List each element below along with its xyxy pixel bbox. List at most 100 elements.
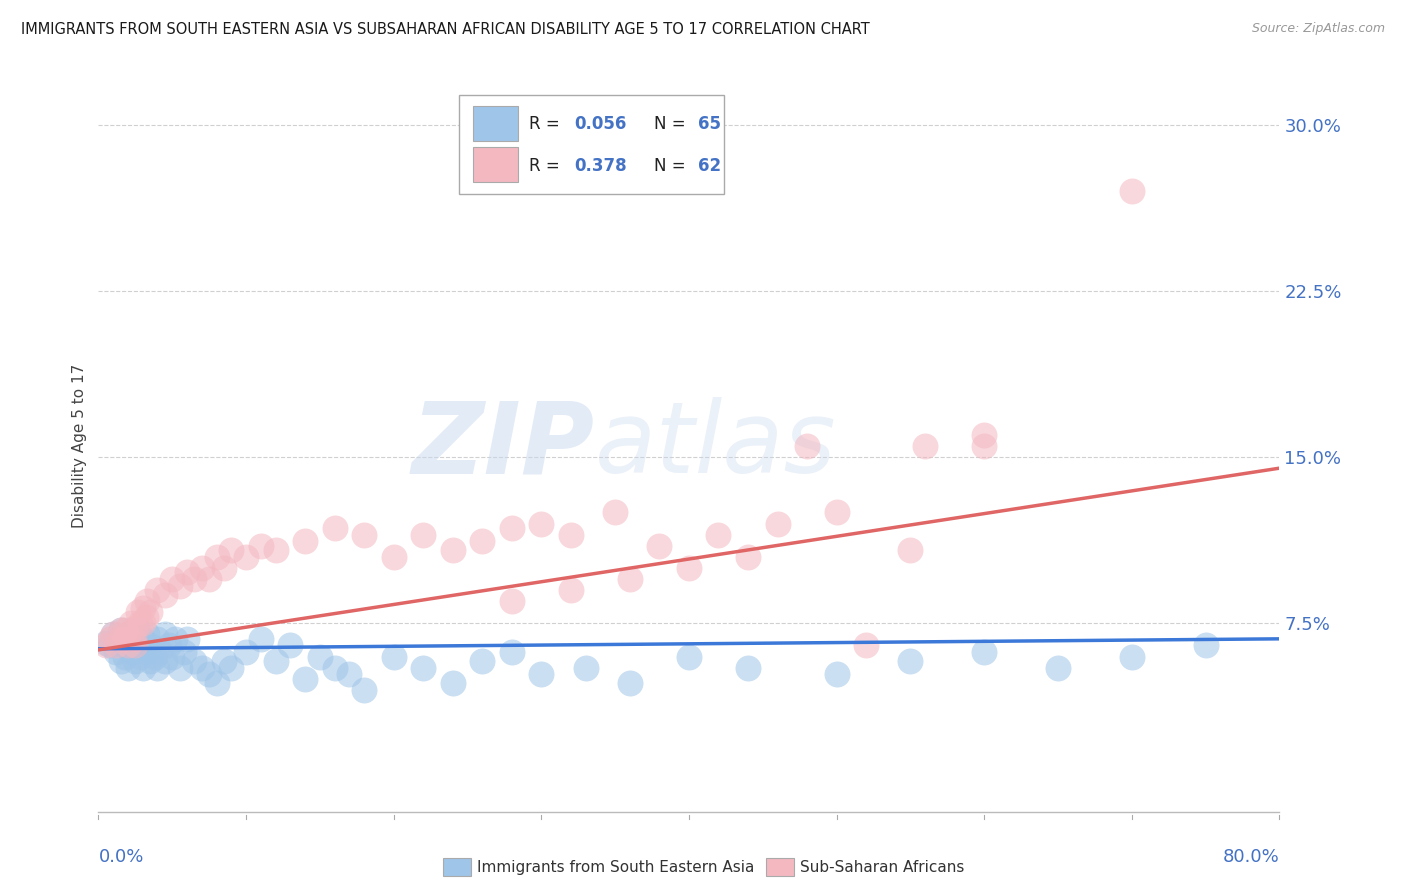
Point: [678, 649, 700, 664]
Point: [169, 660, 191, 674]
Point: [441, 543, 464, 558]
Point: [323, 660, 346, 674]
Point: [198, 572, 221, 586]
Point: [309, 649, 332, 664]
Text: N =: N =: [654, 157, 690, 175]
Point: [169, 579, 191, 593]
Bar: [472, 147, 517, 182]
Point: [153, 587, 176, 601]
Point: [122, 632, 145, 646]
Point: [619, 572, 641, 586]
Point: [235, 645, 257, 659]
Point: [117, 660, 139, 674]
Point: [605, 506, 627, 520]
Text: N =: N =: [654, 115, 690, 133]
Point: [98, 632, 121, 646]
Point: [737, 660, 759, 674]
Text: 0.378: 0.378: [575, 157, 627, 175]
Point: [973, 428, 995, 442]
Point: [114, 649, 136, 664]
Point: [973, 645, 995, 659]
Point: [1046, 660, 1070, 674]
Point: [264, 543, 287, 558]
Point: [132, 616, 155, 631]
Point: [110, 623, 132, 637]
Point: [173, 645, 195, 659]
Point: [127, 605, 149, 619]
Point: [530, 516, 553, 531]
Point: [412, 660, 434, 674]
Point: [132, 600, 155, 615]
Point: [280, 639, 302, 653]
Point: [103, 627, 125, 641]
Point: [94, 636, 117, 650]
Point: [139, 654, 162, 668]
Point: [501, 521, 523, 535]
Point: [235, 549, 257, 564]
Point: [250, 632, 273, 646]
Point: [900, 543, 922, 558]
Point: [183, 572, 205, 586]
Point: [973, 439, 995, 453]
Point: [914, 439, 936, 453]
Point: [678, 561, 700, 575]
Point: [575, 660, 598, 674]
Point: [412, 527, 434, 541]
Point: [501, 645, 523, 659]
Point: [382, 649, 405, 664]
Point: [124, 639, 146, 653]
Bar: [458, 95, 724, 194]
Text: 0.056: 0.056: [575, 115, 627, 133]
Point: [353, 682, 375, 697]
Text: 0.0%: 0.0%: [98, 848, 143, 866]
Text: Sub-Saharan Africans: Sub-Saharan Africans: [800, 860, 965, 874]
Point: [117, 632, 139, 646]
Point: [1121, 184, 1143, 198]
Point: [191, 660, 214, 674]
Point: [1121, 649, 1143, 664]
Point: [98, 639, 121, 653]
Point: [117, 627, 139, 641]
Point: [139, 639, 162, 653]
Point: [212, 561, 235, 575]
Point: [162, 649, 183, 664]
Point: [530, 667, 553, 681]
Point: [707, 527, 730, 541]
Point: [132, 660, 155, 674]
Point: [124, 621, 146, 635]
Point: [153, 627, 176, 641]
Point: [110, 623, 132, 637]
Text: R =: R =: [530, 157, 565, 175]
Point: [221, 660, 243, 674]
Point: [471, 534, 494, 549]
Point: [135, 609, 157, 624]
Point: [353, 527, 375, 541]
Point: [183, 654, 205, 668]
Point: [212, 654, 235, 668]
Point: [648, 539, 671, 553]
Point: [135, 645, 157, 659]
Point: [264, 654, 287, 668]
Point: [176, 566, 198, 580]
Point: [737, 549, 759, 564]
Point: [103, 627, 125, 641]
Point: [149, 645, 172, 659]
Bar: [472, 106, 517, 141]
Point: [855, 639, 877, 653]
Point: [128, 649, 150, 664]
Point: [205, 549, 228, 564]
Text: R =: R =: [530, 115, 565, 133]
Point: [766, 516, 789, 531]
Point: [162, 572, 183, 586]
Point: [112, 639, 135, 653]
Point: [124, 639, 146, 653]
Point: [191, 561, 214, 575]
Point: [136, 594, 159, 608]
Point: [112, 632, 135, 646]
Point: [157, 639, 180, 653]
Point: [128, 616, 150, 631]
Point: [323, 521, 346, 535]
Point: [198, 667, 221, 681]
Point: [471, 654, 494, 668]
Point: [143, 649, 166, 664]
